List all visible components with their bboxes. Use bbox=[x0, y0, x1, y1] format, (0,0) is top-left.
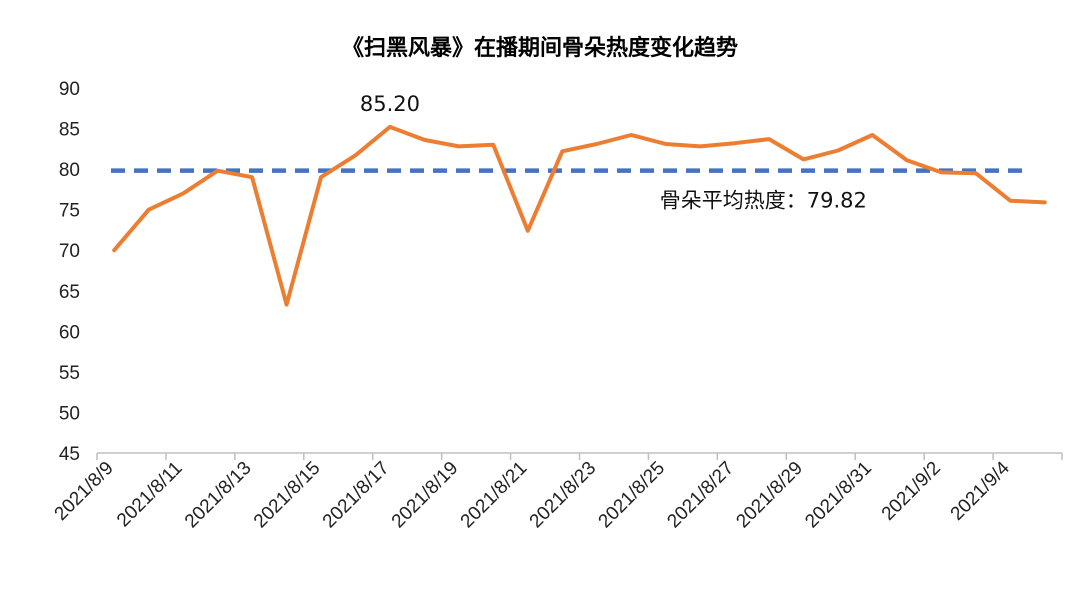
data-point bbox=[836, 148, 840, 152]
data-point bbox=[457, 144, 461, 148]
average-value-label: 骨朵平均热度：79.82 bbox=[660, 189, 867, 213]
data-point bbox=[422, 138, 426, 142]
data-point bbox=[319, 175, 323, 179]
x-tick-label: 2021/9/2 bbox=[878, 458, 945, 525]
data-point bbox=[698, 144, 702, 148]
y-tick-label: 55 bbox=[59, 363, 80, 384]
data-point bbox=[216, 169, 220, 173]
data-point bbox=[181, 191, 185, 195]
y-tick-label: 90 bbox=[59, 79, 80, 100]
data-point bbox=[250, 175, 254, 179]
data-point bbox=[767, 137, 771, 141]
y-tick-label: 70 bbox=[59, 241, 80, 262]
x-tick-label: 2021/8/21 bbox=[457, 458, 532, 533]
y-tick-label: 85 bbox=[59, 120, 80, 141]
data-point bbox=[939, 170, 943, 174]
x-tick-label: 2021/8/13 bbox=[181, 458, 256, 533]
y-tick-label: 65 bbox=[59, 282, 80, 303]
y-tick-label: 75 bbox=[59, 201, 80, 222]
x-tick-label: 2021/8/31 bbox=[801, 458, 876, 533]
x-tick-label: 2021/8/9 bbox=[51, 458, 118, 525]
x-tick-label: 2021/8/19 bbox=[388, 458, 463, 533]
data-point bbox=[595, 142, 599, 146]
data-point bbox=[802, 157, 806, 161]
data-point bbox=[353, 153, 357, 157]
data-point bbox=[147, 208, 151, 212]
data-point bbox=[491, 143, 495, 147]
x-tick-label: 2021/8/15 bbox=[250, 458, 325, 533]
data-point bbox=[905, 158, 909, 162]
y-tick-label: 45 bbox=[59, 444, 80, 465]
peak-value-label: 85.20 bbox=[360, 92, 420, 116]
y-tick-label: 80 bbox=[59, 160, 80, 181]
data-point bbox=[285, 303, 289, 307]
data-point bbox=[526, 229, 530, 233]
data-point bbox=[112, 248, 116, 252]
y-tick-label: 60 bbox=[59, 322, 80, 343]
data-point bbox=[560, 149, 564, 153]
y-tick-label: 50 bbox=[59, 403, 80, 424]
x-tick-label: 2021/8/27 bbox=[664, 458, 739, 533]
chart-title: 《扫黑风暴》在播期间骨朵热度变化趋势 bbox=[341, 36, 738, 61]
data-point bbox=[388, 125, 392, 129]
x-tick-label: 2021/8/23 bbox=[526, 458, 601, 533]
data-point bbox=[1008, 199, 1012, 203]
x-tick-label: 2021/8/29 bbox=[732, 458, 807, 533]
data-point bbox=[733, 141, 737, 145]
x-tick-label: 2021/8/25 bbox=[595, 458, 670, 533]
x-tick-label: 2021/8/17 bbox=[319, 458, 394, 533]
data-point bbox=[1043, 200, 1047, 204]
series-line bbox=[112, 124, 1047, 307]
x-tick-label: 2021/9/4 bbox=[947, 457, 1014, 524]
x-tick-label: 2021/8/11 bbox=[113, 458, 187, 532]
data-point bbox=[629, 133, 633, 137]
data-point bbox=[870, 133, 874, 137]
data-point bbox=[664, 142, 668, 146]
data-point bbox=[974, 171, 978, 175]
